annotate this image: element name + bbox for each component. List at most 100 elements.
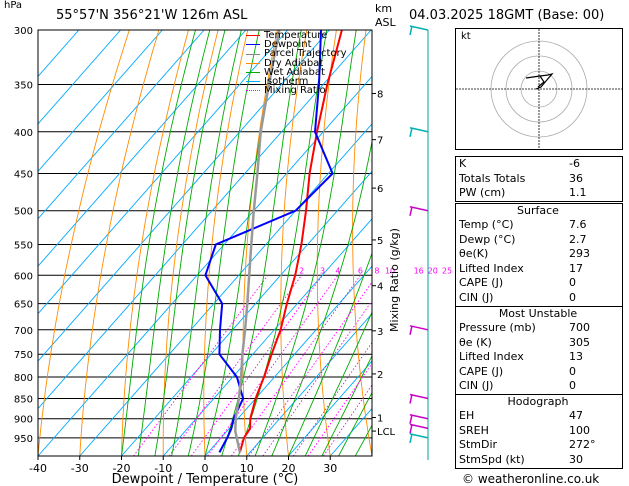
km-tick-label: 3	[377, 327, 383, 338]
pressure-tick-label: 400	[14, 128, 33, 139]
row-value: 7.6	[569, 218, 587, 231]
row-value: 30	[569, 452, 583, 466]
wind-barb-flag	[409, 433, 413, 444]
wind-barb-flag	[409, 424, 413, 434]
table-row: Lifted Index 17	[455, 262, 621, 277]
mixing-ratio-label: 20	[428, 266, 438, 275]
surface-box	[455, 203, 623, 307]
row-label: Lifted Index	[459, 261, 524, 275]
row-value: 13	[569, 350, 583, 364]
x-tick-label: 30	[323, 462, 337, 475]
indices-table: K -6 Totals Totals 36 PW (cm) 1.1	[455, 157, 621, 201]
pressure-tick-label: 800	[14, 373, 33, 384]
mixing-ratio-label: 3	[320, 266, 325, 275]
unstable-box	[455, 306, 623, 395]
pressure-tick-label: 950	[14, 434, 33, 445]
mixing-ratio-label: 25	[442, 266, 452, 275]
x-tick-label: -30	[71, 462, 89, 475]
table-row: θe (K) 305	[455, 336, 621, 351]
row-value: 700	[569, 321, 590, 334]
mixing-ratio-label: 8	[374, 266, 379, 275]
km-label: km	[375, 2, 393, 15]
table-row: θe(K) 293	[455, 247, 621, 262]
table-row: SREH 100	[455, 424, 621, 439]
mixing-ratio-label: 16	[414, 266, 424, 275]
indices-box	[455, 156, 623, 202]
pressure-tick-label: 850	[14, 394, 33, 405]
km-tick-label: 8	[377, 90, 383, 101]
x-axis-title: Dewpoint / Temperature (°C)	[112, 472, 299, 486]
isotherm	[288, 360, 372, 456]
row-value: 293	[569, 247, 590, 261]
isotherm	[38, 30, 205, 220]
dry-adiabat	[79, 30, 160, 456]
wet-adiabat	[304, 311, 372, 456]
temperature-line	[238, 30, 343, 453]
pressure-tick-label: 750	[14, 350, 33, 361]
legend-swatch	[246, 53, 260, 55]
dry-adiabat	[38, 30, 130, 456]
pressure-tick-label: 900	[14, 415, 33, 426]
row-value: 0	[569, 379, 576, 393]
row-label: Pressure (mb)	[459, 321, 536, 334]
wind-barb	[409, 433, 429, 439]
legend-item: Wet Adiabat	[246, 67, 347, 77]
row-label: θe (K)	[459, 335, 492, 349]
row-value: 0	[569, 276, 576, 290]
table-row: CAPE (J) 0	[455, 365, 621, 380]
isotherm	[38, 30, 80, 78]
wind-barb	[409, 127, 429, 133]
isotherm	[38, 75, 372, 456]
mixing-ratio-line	[133, 274, 269, 456]
legend-item: Dewpoint	[246, 39, 347, 51]
legend-label: Dewpoint	[264, 39, 312, 51]
isotherm	[246, 312, 372, 456]
row-value: 1.1	[569, 186, 587, 200]
table-row: Temp (°C) 7.6	[455, 218, 621, 233]
legend-swatch	[246, 90, 260, 92]
isotherm	[38, 30, 121, 125]
wind-barb	[409, 25, 429, 31]
legend-swatch	[246, 35, 260, 37]
isotherm	[38, 30, 163, 173]
wind-barb-flag	[409, 414, 413, 424]
pressure-tick-label: 350	[14, 81, 33, 92]
legend-swatch	[246, 44, 260, 46]
row-label: θe(K)	[459, 247, 489, 261]
x-tick-label: 0	[202, 462, 209, 475]
row-label: Totals Totals	[459, 171, 526, 185]
row-label: CIN (J)	[459, 379, 494, 393]
dry-adiabat	[242, 30, 278, 456]
row-label: StmSpd (kt)	[459, 452, 525, 466]
credit: © weatheronline.co.uk	[462, 472, 600, 486]
x-tick-label: -10	[154, 462, 172, 475]
wind-barb	[409, 393, 429, 400]
row-label: CAPE (J)	[459, 364, 504, 378]
dry-adiabat	[203, 30, 249, 456]
x-tick-label: 10	[240, 462, 254, 475]
pressure-tick-label: 600	[14, 271, 33, 282]
row-value: 305	[569, 335, 590, 349]
row-label: EH	[459, 409, 475, 422]
table-row: CIN (J) 0	[455, 379, 621, 394]
row-label: Temp (°C)	[459, 218, 514, 231]
legend-item: Isotherm	[246, 76, 347, 87]
row-value: 36	[569, 171, 583, 185]
hpa-label: hPa	[4, 0, 23, 11]
legend-swatch	[246, 62, 260, 64]
hodograph-trace	[537, 75, 545, 88]
x-tick-label: 20	[282, 462, 296, 475]
wind-barbs	[409, 25, 429, 460]
wind-barb-flag	[409, 325, 413, 335]
mixing-ratio-label: 6	[358, 266, 363, 275]
hodograph: kt	[455, 28, 623, 150]
wet-adiabat	[121, 30, 196, 456]
parcel-trajectory-line	[234, 30, 281, 453]
row-value: 0	[569, 364, 576, 378]
row-value: 2.7	[569, 232, 587, 246]
km-tick-label: LCL	[377, 427, 396, 438]
table-row: CAPE (J) 0	[455, 276, 621, 291]
isotherm	[204, 265, 372, 456]
dry-adiabat	[316, 30, 337, 456]
